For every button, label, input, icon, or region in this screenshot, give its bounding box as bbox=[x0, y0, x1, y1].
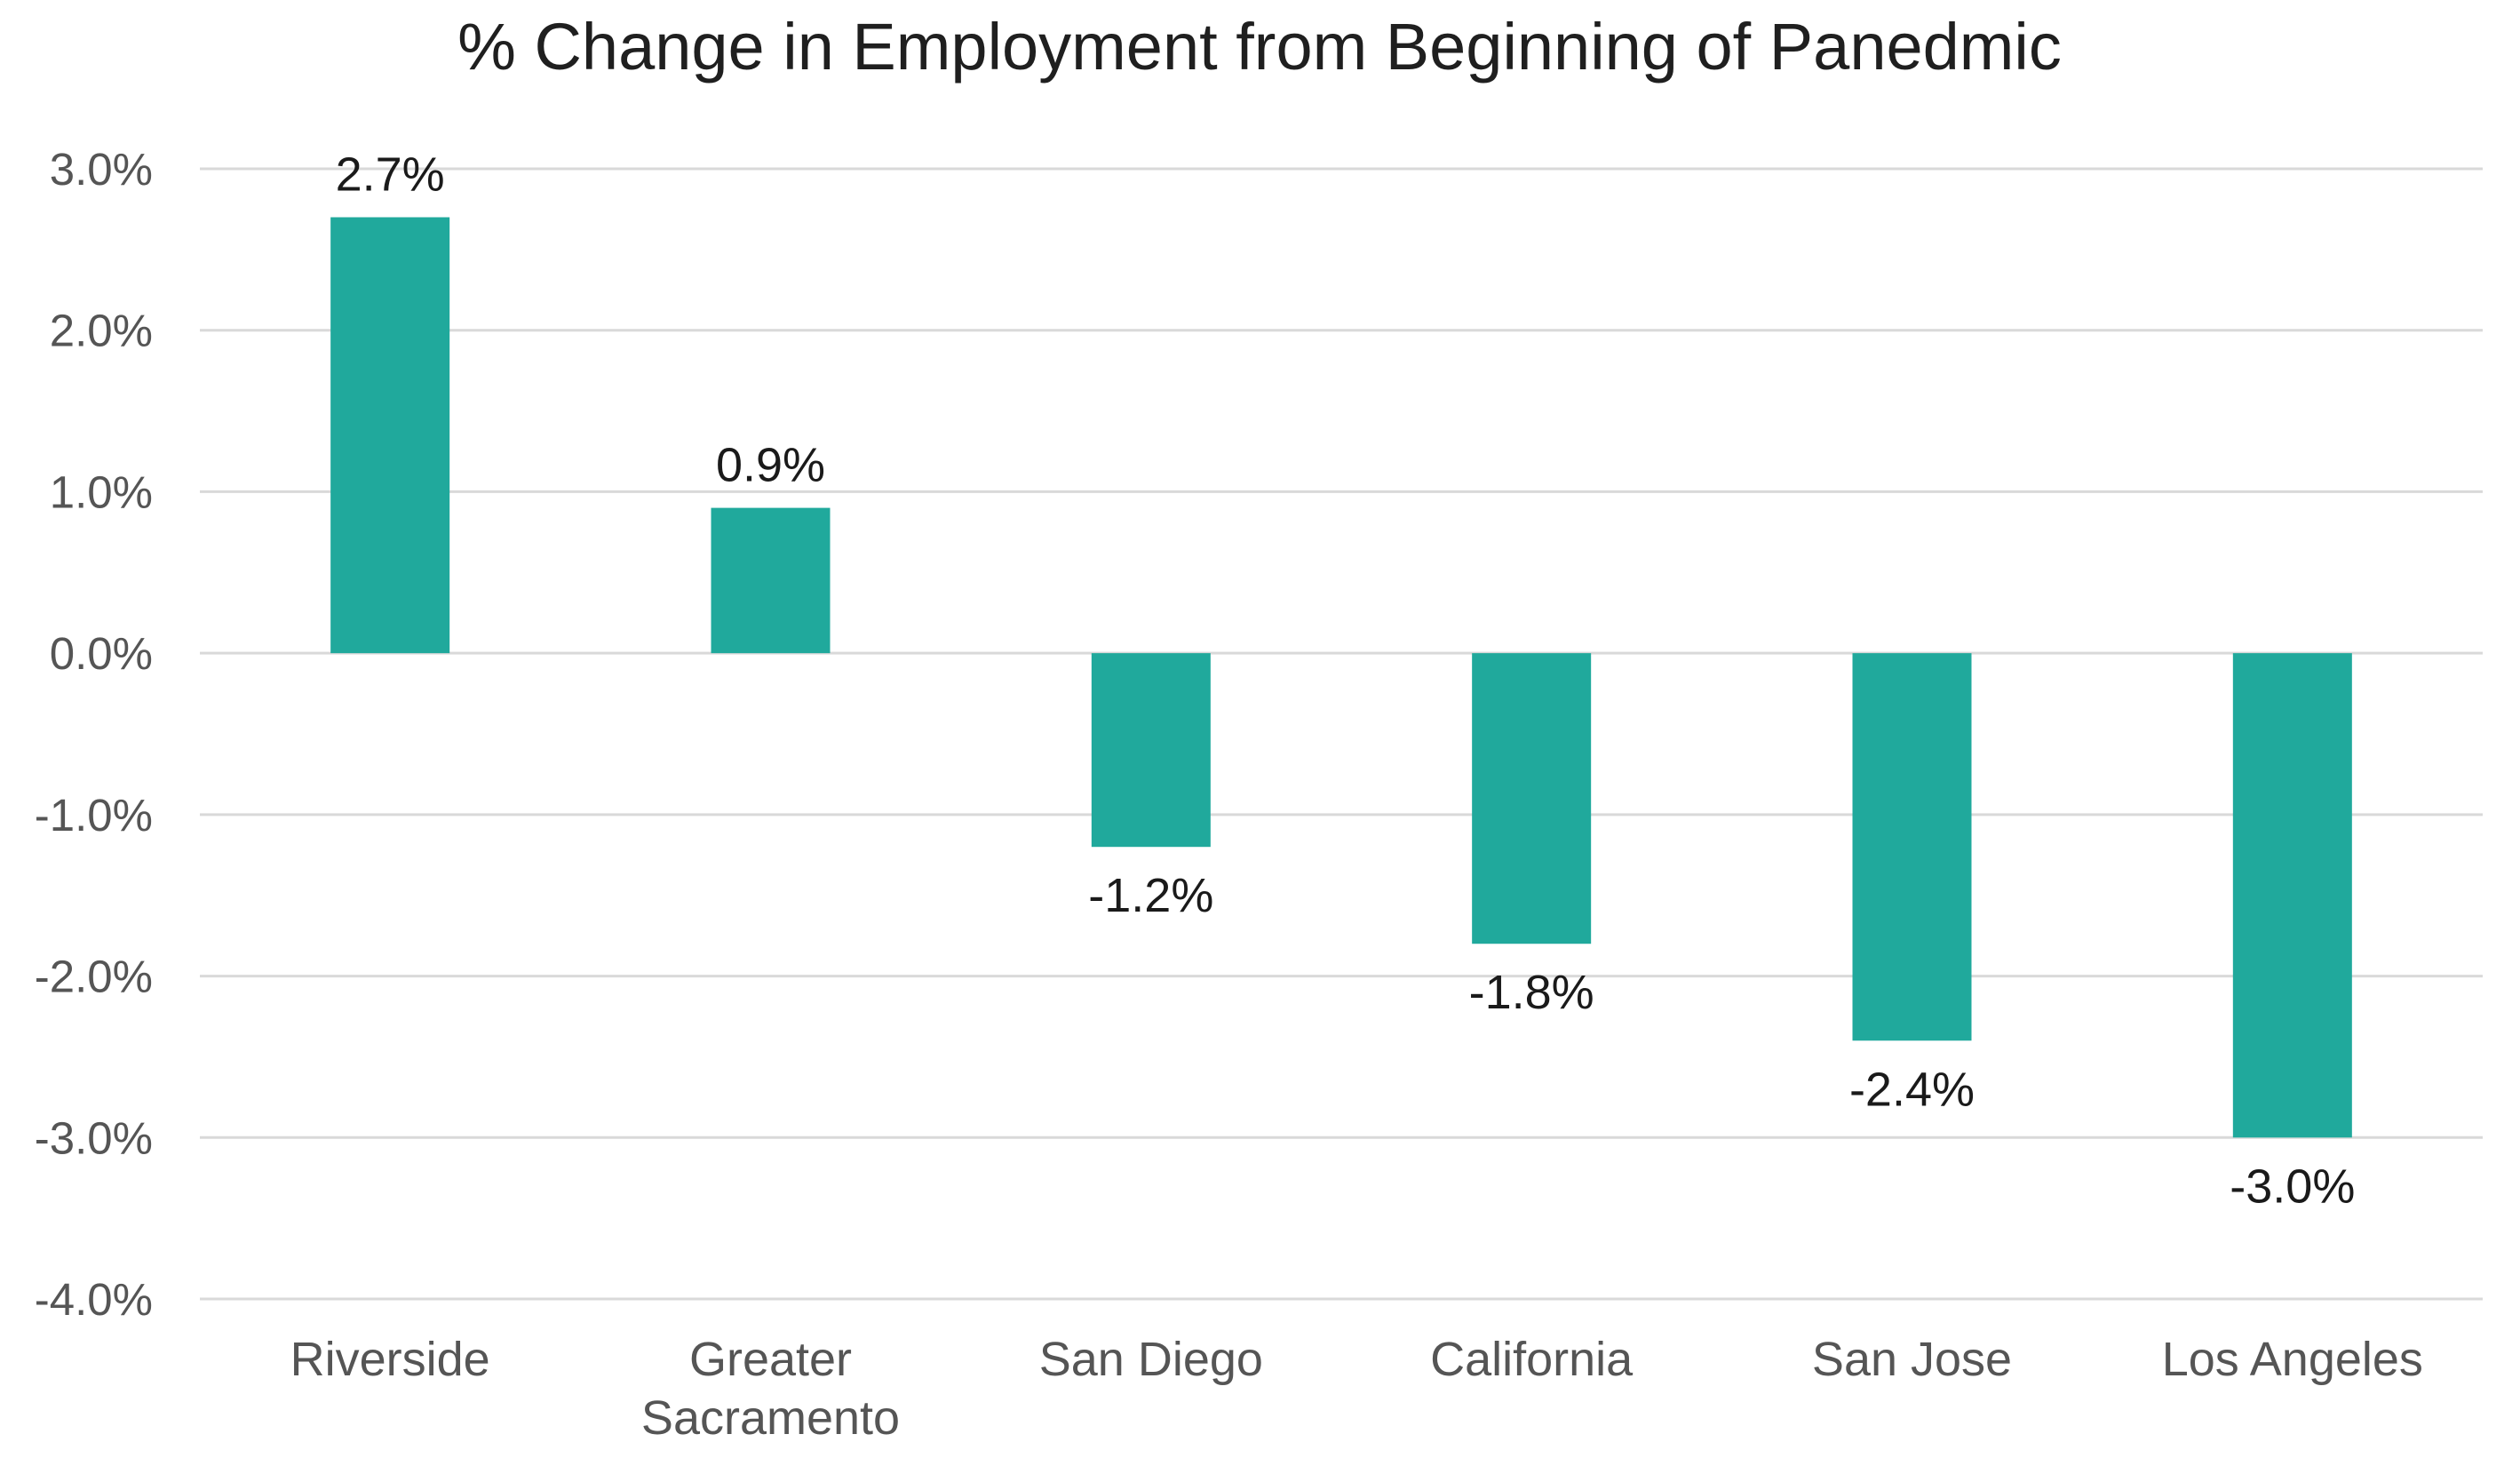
y-axis-tick-labels: 3.0% 2.0% 1.0% 0.0% -1.0% -2.0% -3.0% -4.0% bbox=[35, 144, 153, 1325]
y-tick-label: 1.0% bbox=[50, 466, 153, 517]
data-label: 2.7% bbox=[336, 148, 445, 202]
data-label: -2.4% bbox=[1849, 1063, 1975, 1116]
data-label: -1.8% bbox=[1469, 966, 1594, 1019]
y-tick-label: 2.0% bbox=[50, 306, 153, 356]
category-label: Sacramento bbox=[641, 1391, 900, 1445]
data-label: -3.0% bbox=[2230, 1159, 2355, 1213]
category-label: California bbox=[1430, 1333, 1634, 1386]
data-label: -1.2% bbox=[1088, 869, 1213, 922]
bar bbox=[2232, 653, 2352, 1138]
category-label: Riverside bbox=[290, 1333, 490, 1386]
y-tick-label: -4.0% bbox=[35, 1274, 153, 1325]
bars bbox=[330, 217, 2352, 1138]
category-label: San Diego bbox=[1039, 1333, 1263, 1386]
bar bbox=[330, 217, 450, 654]
bar bbox=[1852, 653, 1972, 1041]
category-label: Los Angeles bbox=[2162, 1333, 2423, 1386]
data-labels: 2.7% 0.9% -1.2% -1.8% -2.4% -3.0% bbox=[336, 148, 2356, 1214]
category-label: San Jose bbox=[1812, 1333, 2012, 1386]
data-label: 0.9% bbox=[716, 439, 825, 492]
bar bbox=[711, 507, 831, 654]
bar bbox=[1472, 653, 1592, 944]
y-tick-label: 3.0% bbox=[50, 144, 153, 195]
y-tick-label: -3.0% bbox=[35, 1112, 153, 1163]
category-label: Greater bbox=[689, 1333, 852, 1386]
gridlines bbox=[200, 167, 2483, 1301]
y-tick-label: -1.0% bbox=[35, 790, 153, 841]
y-tick-label: 0.0% bbox=[50, 628, 153, 679]
y-tick-label: -2.0% bbox=[35, 952, 153, 1002]
bar bbox=[1091, 653, 1211, 848]
chart-title: % Change in Employment from Beginning of… bbox=[457, 10, 2062, 84]
